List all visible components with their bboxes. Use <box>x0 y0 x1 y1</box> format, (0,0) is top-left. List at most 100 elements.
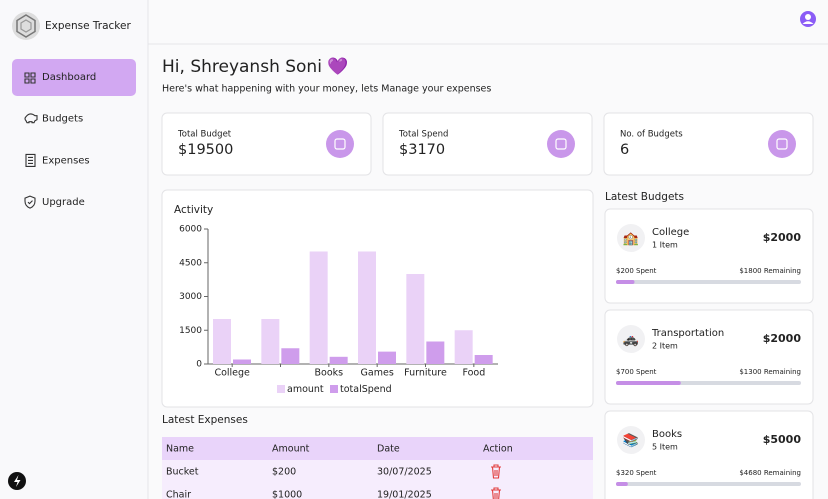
bar <box>233 359 251 364</box>
table-header-cell: Name <box>166 444 194 455</box>
table-header-cell: Amount <box>272 444 310 455</box>
bolt-button[interactable] <box>8 472 26 490</box>
greeting: Hi, Shreyansh Soni 💜 <box>162 57 349 77</box>
bar <box>213 319 231 364</box>
table-header-cell: Date <box>377 444 400 455</box>
x-tick-label: Furniture <box>404 368 447 379</box>
progress-fill <box>616 482 628 486</box>
x-tick-label: Games <box>361 368 394 379</box>
stat-value: 6 <box>620 142 629 158</box>
subtitle: Here's what happening with your money, l… <box>162 84 491 95</box>
bar <box>454 330 473 364</box>
stat-value: $19500 <box>178 142 233 158</box>
budget-icon-bg <box>617 426 645 454</box>
budget-icon: 🚓 <box>623 333 639 348</box>
chart-title: Activity <box>174 204 213 216</box>
table-header <box>162 437 593 460</box>
y-tick-label: 0 <box>196 360 202 370</box>
nav-item[interactable]: Budgets <box>42 114 83 125</box>
progress-track <box>616 280 801 284</box>
delete-button[interactable] <box>491 464 501 479</box>
y-tick-label: 1500 <box>179 326 202 336</box>
budget-name: Books <box>652 429 682 440</box>
stat-card <box>382 112 593 176</box>
budget-spent: $320 Spent <box>616 469 657 477</box>
section-title: Latest Budgets <box>605 191 684 203</box>
section-title: Latest Expenses <box>162 414 248 426</box>
legend-swatch <box>330 385 338 393</box>
budget-amount: $5000 <box>763 433 802 446</box>
bar <box>309 251 328 364</box>
table-row <box>162 460 593 483</box>
stat-card <box>161 112 372 176</box>
budget-icon-bg <box>617 224 645 252</box>
budget-name: Transportation <box>651 328 724 339</box>
stat-label: Total Spend <box>398 130 448 140</box>
nav-icon <box>24 113 38 124</box>
stat-value: $3170 <box>399 142 445 158</box>
budget-count: 1 Item <box>652 241 678 250</box>
x-tick-label: Books <box>315 368 344 379</box>
nav-icon <box>25 153 36 167</box>
progress-fill <box>616 381 681 385</box>
budget-count: 2 Item <box>652 342 678 351</box>
table-cell: Bucket <box>166 467 199 478</box>
table-cell: 19/01/2025 <box>377 490 432 499</box>
bar <box>261 319 280 364</box>
x-tick-label: Food <box>462 368 485 379</box>
budget-name: College <box>652 227 689 238</box>
bar <box>426 341 445 364</box>
progress-fill <box>616 280 635 284</box>
budget-amount: $2000 <box>763 332 802 345</box>
delete-button[interactable] <box>491 487 501 499</box>
x-tick-label: College <box>214 368 250 379</box>
budget-amount: $2000 <box>763 231 802 244</box>
budget-icon-bg <box>617 325 645 353</box>
bar <box>329 356 348 364</box>
stat-icon <box>326 130 354 158</box>
budget-spent: $200 Spent <box>616 267 657 275</box>
nav-item[interactable]: Expenses <box>42 155 90 166</box>
progress-track <box>616 482 801 486</box>
y-tick-label: 6000 <box>179 225 202 235</box>
y-tick-label: 3000 <box>179 292 202 302</box>
budget-remaining: $1800 Remaining <box>739 267 801 275</box>
avatar[interactable] <box>800 11 816 27</box>
budget-icon: 🏫 <box>623 232 639 247</box>
budget-card[interactable] <box>604 208 814 304</box>
budget-spent: $700 Spent <box>616 368 657 376</box>
stat-icon-glyph <box>334 138 346 150</box>
table-cell: $200 <box>272 467 296 478</box>
stat-label: No. of Budgets <box>620 130 683 140</box>
nav-icon <box>24 72 36 84</box>
budget-remaining: $4680 Remaining <box>739 469 801 477</box>
legend-label: amount <box>287 384 324 395</box>
stat-icon-glyph <box>776 138 788 150</box>
bar <box>406 274 425 364</box>
nav-icon <box>24 195 36 209</box>
y-tick-label: 4500 <box>179 258 202 268</box>
bar <box>474 355 493 364</box>
nav-item[interactable]: Upgrade <box>42 197 85 208</box>
bar <box>358 251 376 364</box>
stat-icon <box>768 130 796 158</box>
nav-active-bg[interactable] <box>12 59 136 96</box>
stat-card <box>603 112 814 176</box>
logo <box>12 12 40 40</box>
stat-icon-glyph <box>555 138 567 150</box>
budget-icon: 📚 <box>623 433 639 449</box>
budget-card[interactable] <box>604 309 814 405</box>
bar <box>281 348 300 364</box>
nav-item[interactable]: Dashboard <box>42 72 96 83</box>
stat-icon <box>547 130 575 158</box>
budget-remaining: $1300 Remaining <box>739 368 801 376</box>
table-cell: Chair <box>166 490 191 499</box>
legend-label: totalSpend <box>340 384 392 395</box>
table-header-cell: Action <box>483 444 513 455</box>
budget-card[interactable] <box>604 410 814 499</box>
budget-count: 5 Item <box>652 443 678 452</box>
legend-swatch <box>277 385 285 393</box>
table-row <box>162 483 593 499</box>
stat-label: Total Budget <box>177 130 232 140</box>
